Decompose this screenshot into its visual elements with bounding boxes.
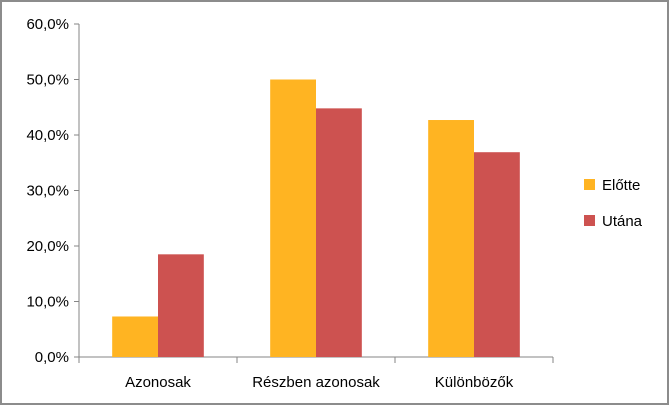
bar <box>428 120 474 357</box>
bar <box>158 254 204 357</box>
legend-label: Utána <box>602 213 643 230</box>
y-tick-label: 40,0% <box>26 127 69 144</box>
bar <box>316 108 362 357</box>
y-tick-label: 20,0% <box>26 238 69 255</box>
x-category-label: Azonosak <box>125 374 191 391</box>
bar <box>270 79 316 357</box>
y-tick-label: 50,0% <box>26 72 69 89</box>
y-tick-label: 10,0% <box>26 294 69 311</box>
bar <box>112 316 158 357</box>
legend: Előtte Utána <box>584 177 643 230</box>
y-tick-label: 30,0% <box>26 183 69 200</box>
y-tick-label: 60,0% <box>26 16 69 33</box>
legend-swatch <box>584 215 595 226</box>
y-axis-ticks: 0,0% 10,0% 20,0% 30,0% 40,0% 50,0% 60,0% <box>26 16 79 366</box>
bar <box>474 152 520 357</box>
legend-swatch <box>584 179 595 190</box>
y-tick-label: 0,0% <box>35 349 69 366</box>
bars <box>112 79 520 357</box>
x-category-label: Részben azonosak <box>252 374 380 391</box>
x-category-label: Különbözők <box>435 374 514 391</box>
legend-label: Előtte <box>602 177 640 194</box>
x-axis-ticks: Azonosak Részben azonosak Különbözők <box>78 357 554 391</box>
